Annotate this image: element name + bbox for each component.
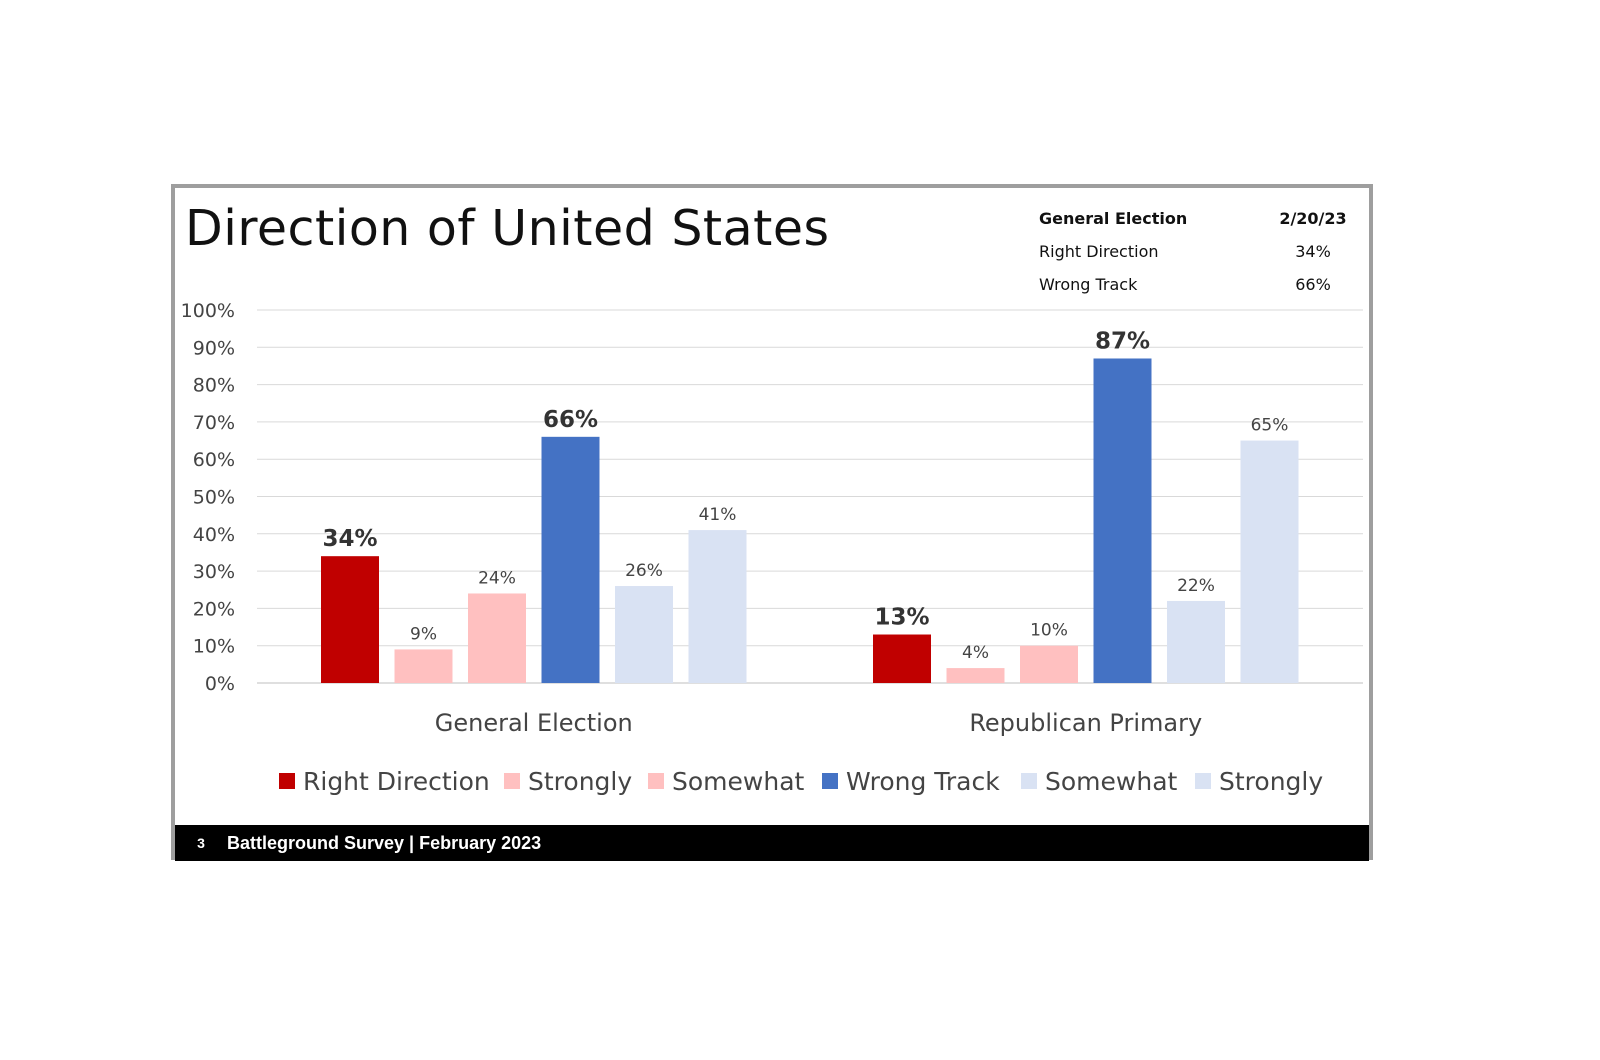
bar <box>1020 645 1078 683</box>
bar <box>1167 600 1225 683</box>
summary-header-label: General Election <box>1039 209 1188 228</box>
legend-swatch <box>1021 773 1037 789</box>
legend-swatch <box>279 773 295 789</box>
summary-header-row: General Election 2/20/23 <box>1039 202 1349 235</box>
data-label: 34% <box>322 526 377 552</box>
data-label: 10% <box>1030 621 1068 641</box>
bar <box>1093 358 1152 683</box>
legend-label: Somewhat <box>672 767 805 796</box>
legend-label: Strongly <box>528 767 632 796</box>
bar <box>1240 440 1299 683</box>
x-category-label: Republican Primary <box>969 709 1202 737</box>
legend-swatch <box>504 773 520 789</box>
legend-label: Strongly <box>1219 767 1323 796</box>
legend-label: Somewhat <box>1045 767 1178 796</box>
data-label: 87% <box>1095 328 1150 354</box>
summary-row-value: 66% <box>1295 275 1331 294</box>
y-tick-label: 100% <box>181 300 235 322</box>
slide: 0% 10% 20% 30% 40% 50% 60% 70% 80% 90% 100% 34% 9% 24… <box>171 184 1373 861</box>
summary-row-label: Wrong Track <box>1039 275 1138 294</box>
legend-swatch <box>822 773 838 789</box>
summary-row-right-direction: Right Direction 34% <box>1039 235 1349 268</box>
data-label: 65% <box>1251 416 1289 436</box>
data-label: 66% <box>543 407 598 433</box>
summary-row-value: 34% <box>1295 242 1331 261</box>
y-tick-label: 70% <box>193 412 235 434</box>
summary-table: General Election 2/20/23 Right Direction… <box>1039 202 1349 301</box>
y-tick-label: 50% <box>193 487 235 509</box>
y-tick-label: 10% <box>193 636 235 658</box>
data-label: 13% <box>874 605 929 631</box>
bar-chart: 0% 10% 20% 30% 40% 50% 60% 70% 80% 90% 100% 34% 9% 24… <box>181 300 1363 796</box>
data-label: 41% <box>699 505 737 525</box>
legend-swatch <box>1195 773 1211 789</box>
legend-label: Wrong Track <box>846 767 1000 796</box>
footer-text: Battleground Survey | February 2023 <box>227 832 542 853</box>
y-tick-label: 40% <box>193 524 235 546</box>
summary-row-label: Right Direction <box>1039 242 1159 261</box>
summary-row-wrong-track: Wrong Track 66% <box>1039 268 1349 301</box>
footer-bar: 3 Battleground Survey | February 2023 <box>175 825 1369 861</box>
summary-header-date: 2/20/23 <box>1279 209 1347 228</box>
y-tick-label: 30% <box>193 561 235 583</box>
bar <box>394 649 453 683</box>
legend-swatch <box>648 773 664 789</box>
page-number: 3 <box>197 835 205 851</box>
data-label: 26% <box>625 561 663 581</box>
data-label: 9% <box>410 624 437 644</box>
bar <box>615 586 673 683</box>
x-category-label: General Election <box>435 709 633 737</box>
legend-label: Right Direction <box>303 767 490 796</box>
y-tick-label: 80% <box>193 375 235 397</box>
page-title: Direction of United States <box>185 200 830 257</box>
bar <box>688 530 747 683</box>
bar <box>873 634 931 683</box>
bar <box>541 436 600 683</box>
y-tick-label: 0% <box>205 673 235 695</box>
data-label: 4% <box>962 643 989 663</box>
bar <box>946 668 1005 683</box>
data-label: 22% <box>1177 576 1215 596</box>
y-tick-label: 20% <box>193 598 235 620</box>
y-tick-label: 60% <box>193 449 235 471</box>
y-tick-label: 90% <box>193 337 235 359</box>
bar <box>321 556 379 683</box>
data-label: 24% <box>478 568 516 588</box>
bar <box>468 593 526 683</box>
